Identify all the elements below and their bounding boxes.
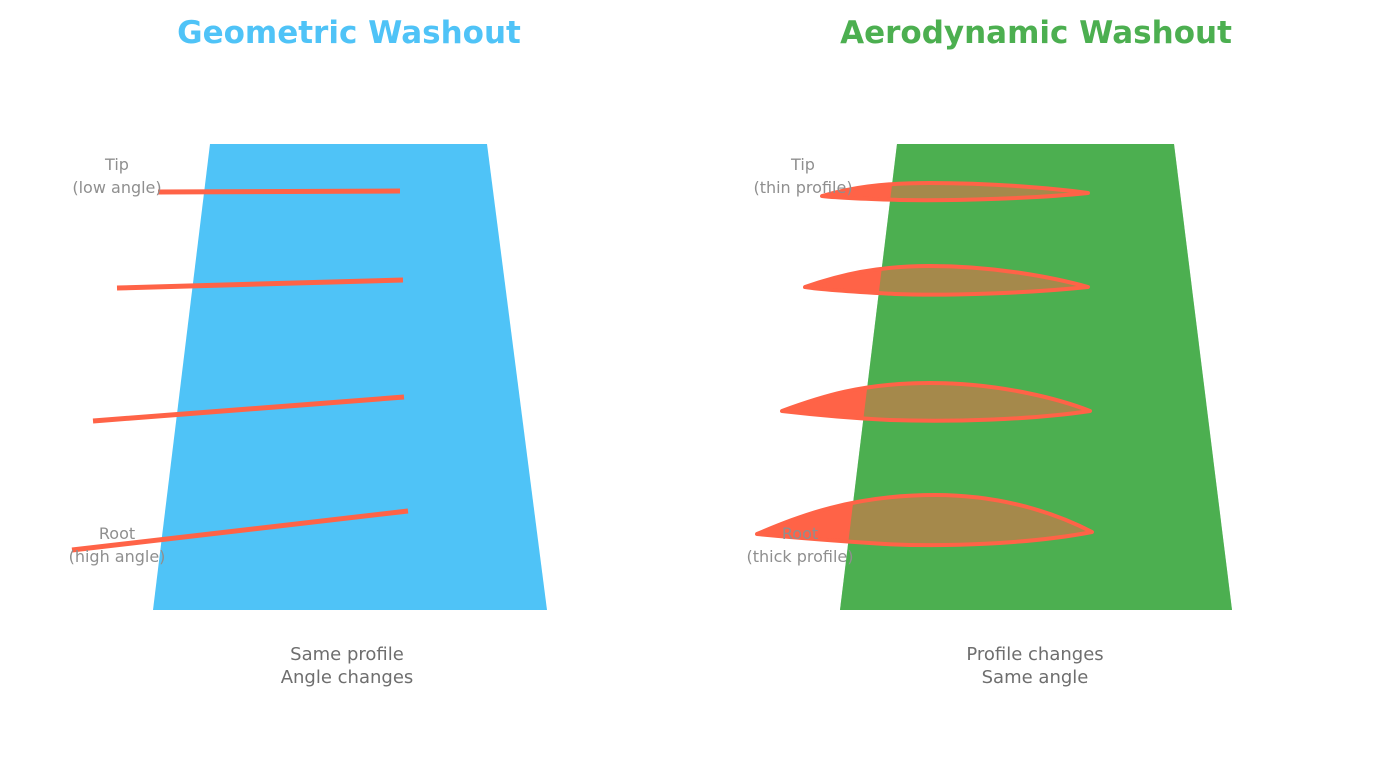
right-root-label-line1: Root bbox=[781, 524, 819, 543]
left-caption: Same profile Angle changes bbox=[281, 643, 414, 689]
right-tip-label: Tip (thin profile) bbox=[753, 153, 852, 199]
right-root-label-line2: (thick profile) bbox=[746, 547, 854, 566]
left-tip-label-line1: Tip bbox=[105, 155, 129, 174]
left-root-label: Root (high angle) bbox=[69, 522, 166, 568]
chord-line-root bbox=[71, 508, 409, 553]
left-root-label-line1: Root bbox=[98, 524, 136, 543]
left-tip-label: Tip (low angle) bbox=[72, 153, 161, 199]
chord-line-tip bbox=[157, 188, 401, 195]
chord-line-mid-lower bbox=[92, 394, 405, 424]
left-tip-label-line2: (low angle) bbox=[72, 178, 162, 197]
airfoil-outline-mid-lower bbox=[780, 381, 1092, 423]
airfoil-outline-tip bbox=[820, 181, 1090, 203]
geometric-washout-title: Geometric Washout bbox=[177, 15, 521, 51]
left-caption-line2: Angle changes bbox=[280, 667, 414, 688]
right-caption-line1: Profile changes bbox=[966, 644, 1104, 665]
right-caption-line2: Same angle bbox=[981, 667, 1089, 688]
left-caption-line1: Same profile bbox=[290, 644, 404, 665]
airfoil-outline-mid-upper bbox=[803, 264, 1090, 297]
right-root-label: Root (thick profile) bbox=[746, 522, 853, 568]
right-caption: Profile changes Same angle bbox=[966, 643, 1103, 689]
right-tip-label-line1: Tip bbox=[791, 155, 815, 174]
right-tip-label-line2: (thin profile) bbox=[753, 178, 853, 197]
chord-line-mid-upper bbox=[116, 277, 404, 291]
wing-planform-geometric bbox=[153, 144, 547, 610]
airfoil-outline-root bbox=[755, 493, 1094, 548]
left-root-label-line2: (high angle) bbox=[68, 547, 166, 566]
aerodynamic-washout-title: Aerodynamic Washout bbox=[840, 15, 1232, 51]
